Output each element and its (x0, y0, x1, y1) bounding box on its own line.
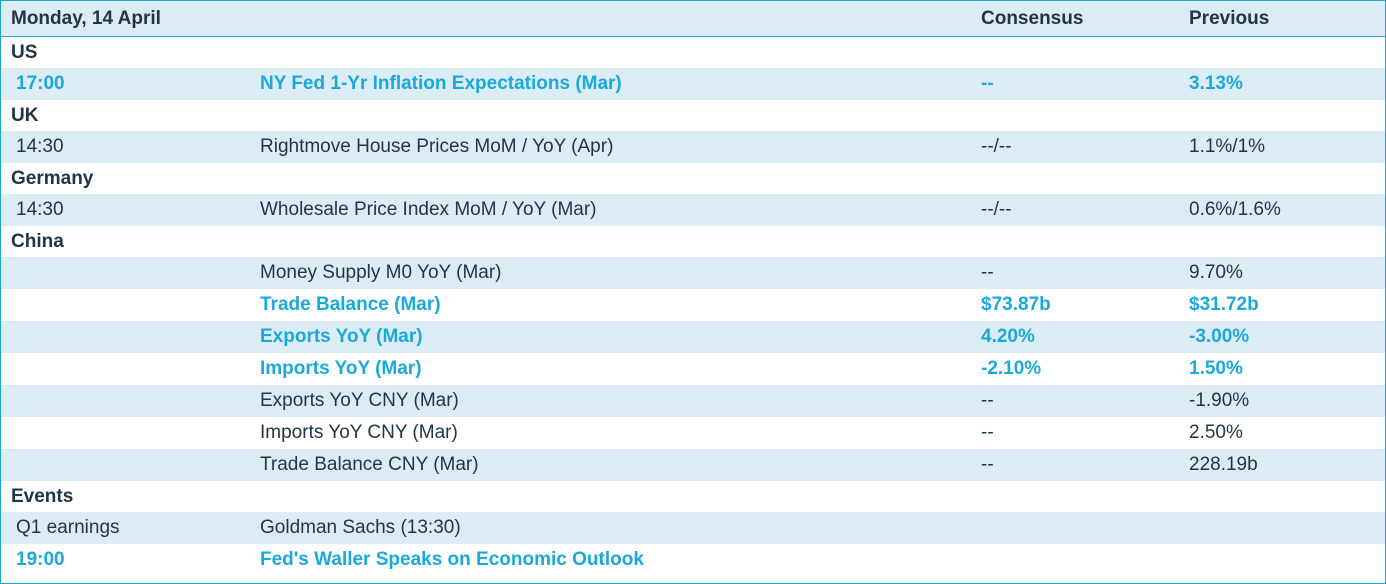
row-time: 14:30 (16, 136, 64, 157)
row-event: Fed's Waller Speaks on Economic Outlook (260, 549, 644, 570)
section-title: Events (11, 486, 74, 507)
row-event: Wholesale Price Index MoM / YoY (Mar) (260, 199, 597, 220)
table-row: Imports YoY CNY (Mar) -- 2.50% (1, 417, 1385, 449)
table-row: 14:30 Wholesale Price Index MoM / YoY (M… (1, 194, 1385, 226)
section-title: Germany (11, 168, 94, 189)
section-header: Events (1, 481, 1385, 512)
row-consensus: -- (981, 454, 994, 475)
header-row: Monday, 14 April Consensus Previous (1, 1, 1385, 37)
row-time: 17:00 (16, 73, 65, 94)
row-previous: 2.50% (1189, 422, 1243, 443)
section-title: US (11, 42, 38, 63)
row-previous: $31.72b (1189, 294, 1259, 315)
row-time: 19:00 (16, 549, 65, 570)
date-heading: Monday, 14 April (11, 8, 161, 29)
section-header: US (1, 37, 1385, 68)
row-consensus: --/-- (981, 136, 1012, 157)
table-row: Imports YoY (Mar) -2.10% 1.50% (1, 353, 1385, 385)
row-previous: 1.1%/1% (1189, 136, 1266, 157)
table-row: Exports YoY CNY (Mar) -- -1.90% (1, 385, 1385, 417)
row-previous: 228.19b (1189, 454, 1258, 475)
row-event: Exports YoY CNY (Mar) (260, 390, 459, 411)
consensus-column-header: Consensus (981, 8, 1084, 29)
row-event: Imports YoY CNY (Mar) (260, 422, 458, 443)
previous-column-header: Previous (1189, 8, 1270, 29)
table-row: Trade Balance (Mar) $73.87b $31.72b (1, 289, 1385, 321)
row-consensus: -- (981, 262, 994, 283)
row-event: NY Fed 1-Yr Inflation Expectations (Mar) (260, 73, 622, 94)
section-header: Germany (1, 163, 1385, 194)
table-row: Q1 earnings Goldman Sachs (13:30) (1, 512, 1385, 544)
section-header: China (1, 226, 1385, 257)
table-row: 14:30 Rightmove House Prices MoM / YoY (… (1, 131, 1385, 163)
row-consensus: -2.10% (981, 358, 1042, 379)
row-consensus: 4.20% (981, 326, 1035, 347)
row-event: Rightmove House Prices MoM / YoY (Apr) (260, 136, 614, 157)
section-header: UK (1, 100, 1385, 131)
row-consensus: -- (981, 390, 994, 411)
table-row: Trade Balance CNY (Mar) -- 228.19b (1, 449, 1385, 481)
row-previous: 3.13% (1189, 73, 1243, 94)
section-title: China (11, 231, 64, 252)
row-previous: 0.6%/1.6% (1189, 199, 1281, 220)
row-consensus: $73.87b (981, 294, 1051, 315)
table-row: 17:00 NY Fed 1-Yr Inflation Expectations… (1, 68, 1385, 100)
section-title: UK (11, 105, 39, 126)
table-row: Exports YoY (Mar) 4.20% -3.00% (1, 321, 1385, 353)
row-previous: -1.90% (1189, 390, 1250, 411)
row-previous: 9.70% (1189, 262, 1243, 283)
row-event: Exports YoY (Mar) (260, 326, 423, 347)
row-event: Imports YoY (Mar) (260, 358, 422, 379)
row-event: Goldman Sachs (13:30) (260, 517, 461, 538)
row-previous: -3.00% (1189, 326, 1250, 347)
row-event: Trade Balance (Mar) (260, 294, 441, 315)
table-row: 19:00 Fed's Waller Speaks on Economic Ou… (1, 544, 1385, 576)
row-event: Money Supply M0 YoY (Mar) (260, 262, 502, 283)
row-event: Trade Balance CNY (Mar) (260, 454, 479, 475)
row-consensus: --/-- (981, 199, 1012, 220)
row-consensus: -- (981, 73, 994, 94)
row-time: Q1 earnings (16, 517, 120, 538)
row-previous: 1.50% (1189, 358, 1243, 379)
row-consensus: -- (981, 422, 994, 443)
table-row: Money Supply M0 YoY (Mar) -- 9.70% (1, 257, 1385, 289)
row-time: 14:30 (16, 199, 64, 220)
